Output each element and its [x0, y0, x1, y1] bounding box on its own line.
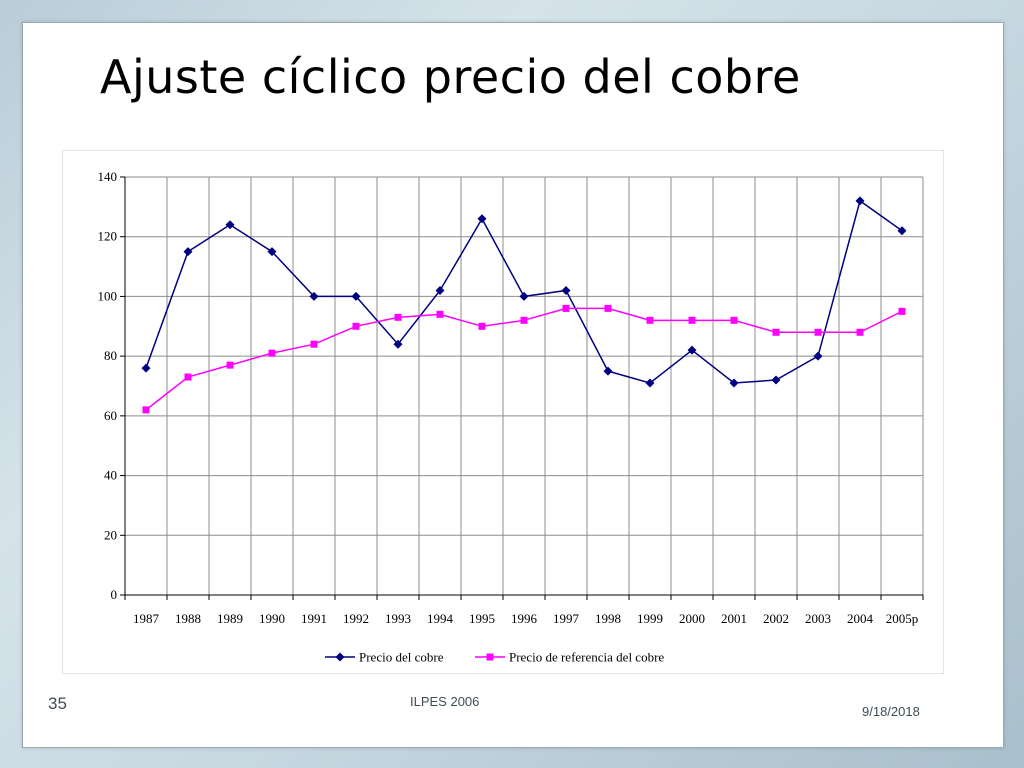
y-tick-label: 140: [98, 169, 118, 184]
footer-date: 9/18/2018: [862, 704, 920, 719]
x-tick-label: 1990: [259, 611, 285, 626]
data-point: [771, 375, 781, 385]
data-point: [772, 328, 780, 336]
data-point: [478, 322, 486, 330]
x-tick-label: 1988: [175, 611, 201, 626]
data-point: [436, 310, 444, 318]
data-point: [309, 291, 319, 301]
legend-label: Precio del cobre: [359, 650, 444, 665]
x-tick-label: 1987: [133, 611, 160, 626]
data-point: [267, 247, 277, 257]
x-tick-label: 1993: [385, 611, 411, 626]
x-tick-label: 1989: [217, 611, 243, 626]
data-point: [645, 378, 655, 388]
data-point: [562, 304, 570, 312]
chart-area: 0 20 40 60 80 100 120 140 1987 1988 1989 1990 1991 19…: [62, 150, 944, 674]
y-tick-label: 60: [104, 408, 117, 423]
y-tick-label: 80: [104, 348, 117, 363]
slide-number: 35: [48, 694, 67, 713]
x-tick-label: 2002: [763, 611, 789, 626]
y-tick-label: 100: [98, 288, 118, 303]
x-tick-label: 1997: [553, 611, 580, 626]
y-tick-label: 0: [111, 587, 118, 602]
data-point: [351, 291, 361, 301]
legend-marker: [335, 652, 345, 662]
data-point: [561, 285, 571, 295]
data-point: [898, 307, 906, 315]
data-point: [520, 316, 528, 324]
data-point: [855, 196, 865, 206]
x-tick-label: 1995: [469, 611, 495, 626]
data-point: [141, 363, 151, 373]
y-tick-label: 20: [104, 527, 117, 542]
footer-text: ILPES 2006: [410, 694, 480, 709]
data-point: [352, 322, 360, 330]
data-point: [604, 304, 612, 312]
data-point: [226, 361, 234, 369]
x-tick-label: 2001: [721, 611, 747, 626]
data-point: [435, 285, 445, 295]
x-tick-label: 1999: [637, 611, 663, 626]
x-tick-label: 1994: [427, 611, 454, 626]
data-point: [310, 340, 318, 348]
data-point: [646, 316, 654, 324]
data-point: [856, 328, 864, 336]
data-point: [688, 316, 696, 324]
slide-title: Ajuste cíclico precio del cobre: [100, 50, 801, 104]
data-point: [813, 351, 823, 361]
x-tick-label: 1996: [511, 611, 538, 626]
data-point: [268, 349, 276, 357]
data-point: [519, 291, 529, 301]
data-point: [142, 406, 150, 414]
y-tick-label: 40: [104, 468, 117, 483]
data-point: [730, 316, 738, 324]
legend-label: Precio de referencia del cobre: [509, 650, 664, 665]
data-point: [393, 339, 403, 349]
data-point: [814, 328, 822, 336]
x-tick-label: 2004: [847, 611, 874, 626]
x-tick-label: 2000: [679, 611, 705, 626]
x-tick-label: 1991: [301, 611, 327, 626]
y-tick-label: 120: [98, 229, 118, 244]
data-point: [394, 313, 402, 321]
legend-marker: [486, 653, 494, 661]
data-point: [183, 247, 193, 257]
x-tick-label: 2005p: [886, 611, 919, 626]
x-tick-label: 1992: [343, 611, 369, 626]
x-tick-label: 2003: [805, 611, 831, 626]
x-tick-label: 1998: [595, 611, 621, 626]
data-point: [603, 366, 613, 376]
data-point: [897, 226, 907, 236]
data-point: [477, 214, 487, 224]
data-point: [687, 345, 697, 355]
data-point: [729, 378, 739, 388]
line-chart: 0 20 40 60 80 100 120 140 1987 1988 1989 1990 1991 19…: [98, 169, 924, 665]
data-point: [225, 220, 235, 230]
data-point: [184, 373, 192, 381]
